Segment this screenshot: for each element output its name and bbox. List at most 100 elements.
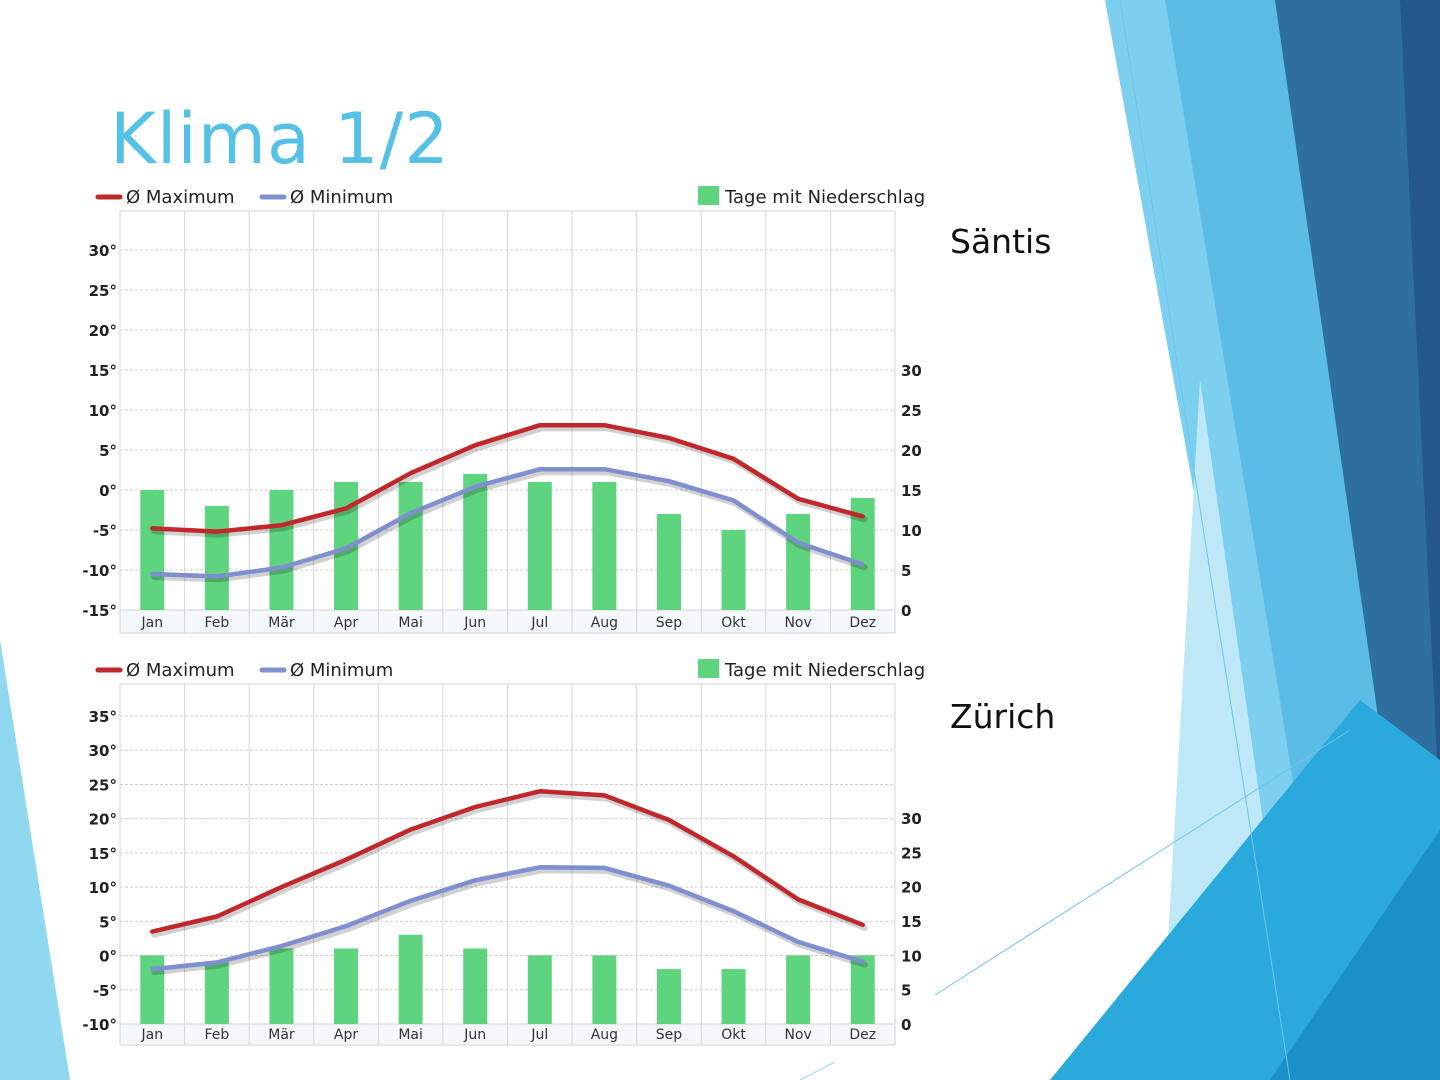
right-tick-label: 5 — [901, 562, 911, 580]
left-tick-label: -10° — [82, 562, 117, 580]
rain-bar — [269, 490, 294, 610]
legend-label-rain: Tage mit Niederschlag — [724, 660, 925, 681]
right-tick-label: 15 — [901, 913, 922, 931]
slide-title: Klima 1/2 — [110, 98, 450, 180]
rain-bar — [786, 514, 811, 610]
min-temp-line — [150, 865, 865, 972]
rain-bar — [398, 482, 423, 610]
category-label: Mai — [398, 615, 423, 631]
city-label-zuerich: Zürich — [950, 697, 1056, 736]
right-tick-label: 20 — [901, 442, 922, 460]
left-tick-label: -15° — [82, 602, 117, 620]
min-temp-line — [150, 466, 865, 579]
legend-label-min: Ø Minimum — [290, 660, 393, 681]
rain-bar — [463, 948, 488, 1024]
category-label: Jan — [140, 1027, 163, 1043]
rain-bar — [140, 955, 165, 1024]
left-tick-label: 15° — [89, 845, 117, 863]
category-label: Okt — [721, 615, 746, 631]
bg-facet-7 — [1270, 830, 1440, 1080]
rain-bar — [204, 506, 229, 610]
category-label: Jul — [530, 615, 548, 631]
rain-bar — [334, 948, 359, 1024]
right-tick-label: 5 — [901, 982, 911, 1000]
category-label: Jan — [140, 615, 163, 631]
max-temp-line — [150, 422, 865, 534]
legend-swatch-rain — [698, 659, 719, 678]
rain-bar — [527, 955, 552, 1024]
category-label: Jul — [530, 1027, 548, 1043]
left-tick-label: 5° — [99, 913, 117, 931]
left-tick-label: -10° — [82, 1016, 117, 1034]
legend-label-rain: Tage mit Niederschlag — [724, 187, 925, 208]
right-tick-label: 10 — [901, 947, 922, 965]
left-tick-label: 20° — [89, 811, 117, 829]
category-label: Jun — [463, 615, 486, 631]
category-label: Nov — [784, 1027, 811, 1043]
category-label: Aug — [591, 1027, 618, 1043]
left-tick-label: 0° — [99, 948, 117, 966]
rain-bar — [527, 482, 552, 610]
chart-zuerich: 35° 30° 25° 20° 15° 10° 5° 0° -5° -10° 30 25 20 15 10 5… — [82, 659, 925, 1046]
category-label: Apr — [334, 615, 358, 631]
rain-bar — [850, 955, 875, 1024]
rain-bar — [656, 514, 681, 610]
left-tick-label: 5° — [99, 442, 117, 460]
left-tick-label: 20° — [89, 322, 117, 340]
category-label: Feb — [204, 615, 229, 631]
category-label: Mai — [398, 1027, 423, 1043]
left-tick-label: 30° — [89, 742, 117, 760]
rain-bar — [592, 482, 617, 610]
right-tick-label: 25 — [901, 402, 922, 420]
left-tick-label: 30° — [89, 242, 117, 260]
category-label: Dez — [849, 615, 876, 631]
right-tick-label: 0 — [901, 602, 911, 620]
bg-facet-left — [0, 640, 70, 1080]
rain-bar — [721, 969, 746, 1024]
category-label: Apr — [334, 1027, 358, 1043]
left-tick-label: 25° — [89, 776, 117, 794]
left-tick-label: 25° — [89, 282, 117, 300]
left-tick-label: 15° — [89, 362, 117, 380]
left-tick-label: 0° — [99, 482, 117, 500]
right-tick-label: 30 — [901, 362, 922, 380]
rain-bar — [721, 530, 746, 610]
max-temp-line — [150, 789, 865, 934]
right-tick-label: 0 — [901, 1016, 911, 1034]
category-label: Nov — [784, 615, 811, 631]
rain-bar — [656, 969, 681, 1024]
category-label: Jun — [463, 1027, 486, 1043]
right-tick-label: 10 — [901, 522, 922, 540]
rain-bar — [204, 962, 229, 1024]
rain-bar — [786, 955, 811, 1024]
right-tick-label: 30 — [901, 810, 922, 828]
legend-label-max: Ø Maximum — [126, 660, 235, 681]
bg-line-3 — [799, 1061, 836, 1080]
rain-bar — [269, 948, 294, 1024]
bg-line-1 — [934, 729, 1351, 996]
right-tick-label: 25 — [901, 844, 922, 862]
category-label: Sep — [656, 615, 683, 631]
category-label: Mär — [268, 1027, 295, 1043]
left-tick-label: 10° — [89, 402, 117, 420]
rain-bar — [398, 934, 423, 1024]
category-label: Sep — [656, 1027, 683, 1043]
right-tick-label: 20 — [901, 879, 922, 897]
left-tick-label: 35° — [89, 708, 117, 726]
right-tick-label: 15 — [901, 482, 922, 500]
left-tick-label: -5° — [93, 982, 117, 1000]
rain-bar — [592, 955, 617, 1024]
category-label: Mär — [268, 615, 295, 631]
legend-label-max: Ø Maximum — [126, 187, 235, 208]
city-label-saentis: Säntis — [950, 222, 1052, 261]
category-label: Dez — [849, 1027, 876, 1043]
bg-facet-4 — [1400, 0, 1440, 820]
category-label: Okt — [721, 1027, 746, 1043]
left-tick-label: 10° — [89, 879, 117, 897]
category-label: Feb — [204, 1027, 229, 1043]
category-label: Aug — [591, 615, 618, 631]
legend-swatch-rain — [698, 186, 719, 205]
bg-line-2 — [1119, 0, 1291, 1080]
